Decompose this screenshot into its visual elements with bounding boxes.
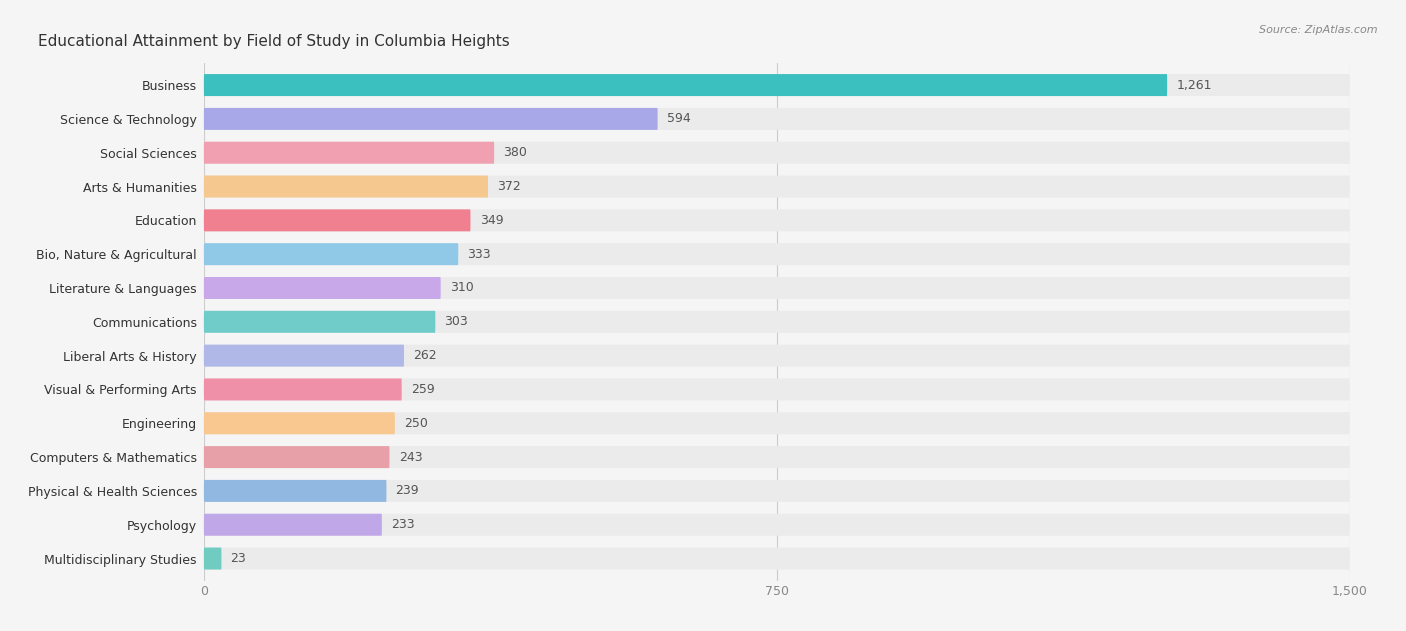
Text: 262: 262: [413, 349, 437, 362]
FancyBboxPatch shape: [204, 311, 436, 333]
FancyBboxPatch shape: [204, 446, 1350, 468]
FancyBboxPatch shape: [204, 514, 382, 536]
FancyBboxPatch shape: [204, 108, 1350, 130]
FancyBboxPatch shape: [204, 277, 440, 299]
Text: 239: 239: [395, 485, 419, 497]
FancyBboxPatch shape: [204, 175, 488, 198]
Text: 233: 233: [391, 518, 415, 531]
FancyBboxPatch shape: [204, 175, 1350, 198]
FancyBboxPatch shape: [204, 379, 402, 401]
Text: 333: 333: [467, 248, 491, 261]
Text: 23: 23: [231, 552, 246, 565]
FancyBboxPatch shape: [204, 108, 658, 130]
Text: 303: 303: [444, 316, 468, 328]
FancyBboxPatch shape: [204, 379, 1350, 401]
FancyBboxPatch shape: [204, 412, 395, 434]
Text: 310: 310: [450, 281, 474, 295]
FancyBboxPatch shape: [204, 311, 1350, 333]
FancyBboxPatch shape: [204, 514, 1350, 536]
Text: 259: 259: [411, 383, 434, 396]
Text: Source: ZipAtlas.com: Source: ZipAtlas.com: [1260, 25, 1378, 35]
FancyBboxPatch shape: [204, 412, 1350, 434]
FancyBboxPatch shape: [204, 209, 471, 232]
Text: 380: 380: [503, 146, 527, 159]
FancyBboxPatch shape: [204, 480, 387, 502]
FancyBboxPatch shape: [204, 345, 1350, 367]
FancyBboxPatch shape: [204, 548, 1350, 570]
FancyBboxPatch shape: [204, 74, 1167, 96]
Text: 243: 243: [399, 451, 422, 464]
Text: 594: 594: [666, 112, 690, 126]
FancyBboxPatch shape: [204, 345, 404, 367]
FancyBboxPatch shape: [204, 142, 494, 163]
FancyBboxPatch shape: [204, 446, 389, 468]
FancyBboxPatch shape: [204, 277, 1350, 299]
Text: 349: 349: [479, 214, 503, 227]
FancyBboxPatch shape: [204, 74, 1350, 96]
FancyBboxPatch shape: [204, 243, 458, 265]
Text: 1,261: 1,261: [1177, 79, 1212, 91]
FancyBboxPatch shape: [204, 243, 1350, 265]
FancyBboxPatch shape: [204, 142, 1350, 163]
Text: Educational Attainment by Field of Study in Columbia Heights: Educational Attainment by Field of Study…: [38, 35, 509, 49]
FancyBboxPatch shape: [204, 480, 1350, 502]
FancyBboxPatch shape: [204, 548, 221, 570]
Text: 372: 372: [498, 180, 522, 193]
Text: 250: 250: [404, 416, 427, 430]
FancyBboxPatch shape: [204, 209, 1350, 232]
